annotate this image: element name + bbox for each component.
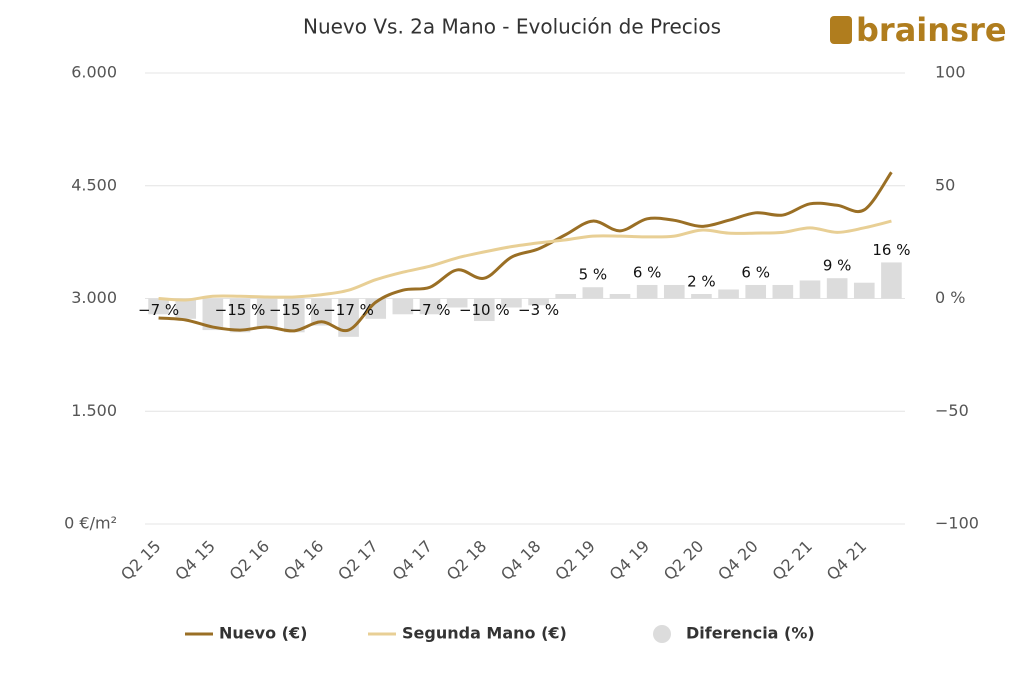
data-label: −15 % bbox=[269, 301, 320, 319]
bar bbox=[663, 284, 685, 299]
x-tick-label: Q2 20 bbox=[660, 537, 708, 585]
bar bbox=[582, 287, 604, 299]
bar bbox=[636, 284, 658, 299]
chart-title: Nuevo Vs. 2a Mano - Evolución de Precios bbox=[303, 15, 721, 39]
bar bbox=[501, 298, 522, 308]
bar bbox=[745, 284, 767, 299]
y2-tick-label: 0 % bbox=[935, 288, 965, 307]
logo: brainsre bbox=[856, 11, 1007, 49]
data-label: 6 % bbox=[633, 263, 662, 281]
y2-tick-label: −100 bbox=[935, 514, 979, 533]
data-label: −17 % bbox=[323, 301, 374, 319]
x-tick-label: Q4 19 bbox=[606, 537, 654, 585]
x-tick-label: Q2 15 bbox=[117, 537, 165, 585]
x-tick-label: Q2 18 bbox=[443, 537, 491, 585]
x-tick-label: Q4 17 bbox=[388, 537, 436, 585]
data-label: 16 % bbox=[872, 241, 910, 259]
bar bbox=[229, 298, 251, 333]
bar bbox=[609, 293, 631, 299]
legend-marker bbox=[653, 625, 671, 643]
x-tick-label: Q2 17 bbox=[334, 537, 382, 585]
bar bbox=[473, 298, 495, 322]
bar bbox=[772, 284, 794, 299]
bar bbox=[311, 298, 332, 326]
bar bbox=[283, 298, 305, 333]
y2-tick-label: 100 bbox=[935, 63, 966, 82]
bar bbox=[392, 298, 414, 315]
x-tick-label: Q4 21 bbox=[823, 537, 871, 585]
y2-tick-label: 50 bbox=[935, 175, 955, 194]
data-label: 9 % bbox=[823, 257, 852, 275]
data-label: −7 % bbox=[409, 301, 450, 319]
bar bbox=[528, 298, 549, 306]
data-label: −7 % bbox=[138, 301, 179, 319]
bar bbox=[175, 298, 197, 319]
bar bbox=[799, 280, 821, 299]
y-tick-label: 3.000 bbox=[71, 288, 117, 307]
data-label: 5 % bbox=[579, 266, 608, 284]
bar bbox=[365, 298, 387, 319]
x-tick-label: Q4 18 bbox=[497, 537, 545, 585]
x-tick-label: Q2 21 bbox=[768, 537, 816, 585]
data-label: 6 % bbox=[741, 263, 770, 281]
y-tick-label: 0 €/m² bbox=[64, 514, 117, 533]
data-label: −15 % bbox=[215, 301, 266, 319]
bar bbox=[826, 278, 848, 299]
y-tick-label: 1.500 bbox=[71, 401, 117, 420]
y-tick-label: 4.500 bbox=[71, 175, 117, 194]
x-tick-label: Q2 16 bbox=[226, 537, 274, 585]
legend-label[interactable]: Segunda Mano (€) bbox=[402, 624, 567, 643]
bar bbox=[202, 298, 224, 331]
y2-tick-label: −50 bbox=[935, 401, 969, 420]
data-label: −3 % bbox=[518, 301, 559, 319]
bar bbox=[446, 298, 468, 308]
logo-icon bbox=[830, 16, 852, 44]
data-label: −10 % bbox=[459, 301, 510, 319]
bar bbox=[256, 298, 278, 328]
bar bbox=[419, 298, 441, 315]
y-tick-label: 6.000 bbox=[71, 63, 117, 82]
line bbox=[158, 171, 893, 333]
x-tick-label: Q2 19 bbox=[551, 537, 599, 585]
bar bbox=[691, 293, 712, 299]
x-tick-label: Q4 20 bbox=[714, 537, 762, 585]
legend-label[interactable]: Nuevo (€) bbox=[219, 624, 307, 643]
bar bbox=[853, 282, 875, 299]
x-tick-label: Q4 15 bbox=[171, 537, 219, 585]
x-tick-label: Q4 16 bbox=[280, 537, 328, 585]
legend-label[interactable]: Diferencia (%) bbox=[686, 624, 815, 643]
bar bbox=[148, 298, 169, 315]
bar bbox=[555, 293, 577, 299]
line bbox=[158, 219, 892, 302]
bar bbox=[718, 289, 739, 299]
bar bbox=[881, 262, 902, 299]
data-label: 2 % bbox=[687, 272, 716, 290]
